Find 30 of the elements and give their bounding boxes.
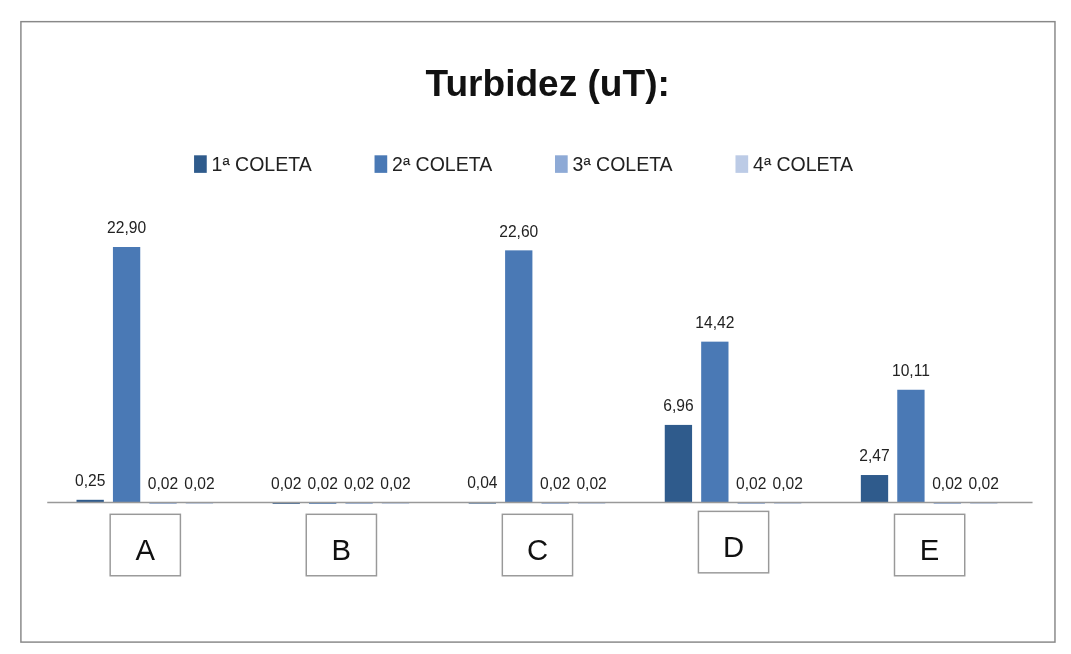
x-tick-label: D [722, 531, 745, 564]
x-tick-label: E [919, 534, 940, 567]
chart-title: Turbidez (uT): [425, 61, 670, 104]
data-label: 0,02 [539, 474, 571, 492]
x-tick-label: B [331, 534, 352, 567]
data-label: 0,02 [343, 474, 375, 492]
legend-label: 4ª COLETA [753, 152, 854, 175]
data-label: 0,02 [772, 474, 803, 492]
legend-label: 1ª COLETA [211, 152, 312, 175]
data-label: 0,02 [380, 474, 411, 492]
legend-label: 3ª COLETA [572, 152, 673, 175]
data-label: 14,42 [695, 314, 735, 331]
data-label: 0,02 [576, 474, 607, 492]
data-label: 0,02 [736, 474, 767, 492]
data-label: 0,02 [307, 474, 338, 492]
data-label: 10,11 [891, 362, 930, 380]
legend-label: 2ª COLETA [392, 152, 493, 175]
data-label: 2,47 [859, 447, 890, 465]
data-label: 0,25 [74, 472, 106, 490]
data-label: 22,60 [499, 222, 539, 240]
x-tick-label: A [135, 534, 156, 567]
data-label: 6,96 [663, 397, 694, 415]
data-label: 0,02 [147, 474, 179, 492]
data-label: 0,04 [467, 474, 498, 492]
data-label: 0,02 [968, 474, 999, 492]
data-label: 0,02 [271, 474, 302, 492]
data-label: 0,02 [184, 474, 215, 492]
data-label: 0,02 [932, 474, 963, 492]
x-tick-label: C [526, 534, 549, 567]
data-label: 22,90 [107, 219, 147, 237]
